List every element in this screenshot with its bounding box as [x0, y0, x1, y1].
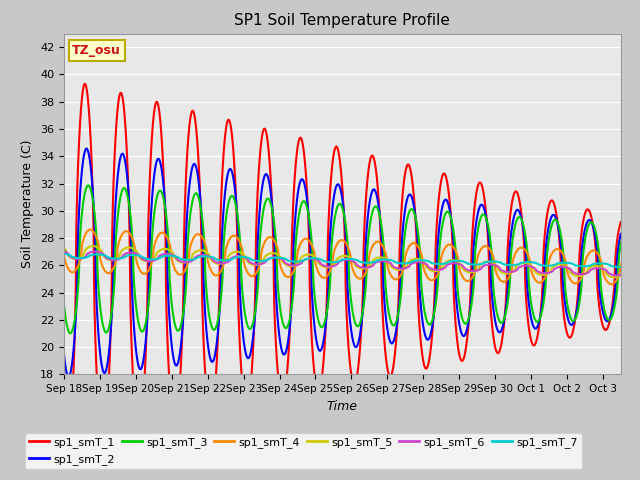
sp1_smT_4: [518, 245, 525, 251]
sp1_smT_4: [607, 281, 615, 287]
sp1_smT_5: [273, 252, 281, 257]
sp1_smT_1: [63, 443, 71, 449]
sp1_smT_2: [394, 312, 402, 318]
sp1_smT_7: [518, 260, 525, 265]
sp1_smT_5: [518, 260, 525, 266]
sp1_smT_6: [613, 273, 621, 278]
sp1_smT_7: [476, 262, 483, 267]
Line: sp1_smT_4: sp1_smT_4: [64, 229, 621, 284]
sp1_smT_6: [617, 272, 625, 278]
sp1_smT_4: [86, 227, 94, 232]
sp1_smT_4: [476, 249, 483, 255]
sp1_smT_4: [273, 243, 281, 249]
sp1_smT_6: [518, 264, 525, 269]
sp1_smT_5: [161, 246, 169, 252]
sp1_smT_4: [422, 272, 430, 278]
sp1_smT_1: [617, 219, 625, 225]
sp1_smT_1: [161, 228, 169, 234]
sp1_smT_5: [60, 245, 68, 251]
sp1_smT_2: [60, 351, 68, 357]
sp1_smT_5: [617, 272, 625, 278]
sp1_smT_7: [273, 255, 280, 261]
sp1_smT_6: [161, 251, 169, 257]
sp1_smT_6: [60, 248, 68, 254]
Text: TZ_osu: TZ_osu: [72, 44, 121, 57]
sp1_smT_7: [617, 264, 625, 270]
Line: sp1_smT_6: sp1_smT_6: [64, 251, 621, 276]
sp1_smT_4: [161, 232, 169, 238]
sp1_smT_4: [617, 261, 625, 267]
sp1_smT_1: [394, 305, 402, 311]
sp1_smT_5: [89, 243, 97, 249]
sp1_smT_4: [394, 276, 402, 281]
Line: sp1_smT_1: sp1_smT_1: [64, 84, 621, 446]
sp1_smT_7: [60, 251, 68, 257]
sp1_smT_2: [161, 205, 169, 211]
sp1_smT_5: [476, 264, 483, 269]
X-axis label: Time: Time: [327, 400, 358, 413]
sp1_smT_1: [273, 359, 281, 364]
sp1_smT_6: [394, 265, 402, 271]
sp1_smT_4: [60, 253, 68, 259]
sp1_smT_1: [81, 81, 89, 87]
sp1_smT_2: [518, 218, 526, 224]
sp1_smT_3: [60, 302, 68, 308]
Legend: sp1_smT_1, sp1_smT_2, sp1_smT_3, sp1_smT_4, sp1_smT_5, sp1_smT_6, sp1_smT_7: sp1_smT_1, sp1_smT_2, sp1_smT_3, sp1_smT…: [25, 433, 582, 469]
sp1_smT_3: [161, 206, 169, 212]
sp1_smT_3: [617, 240, 625, 245]
sp1_smT_1: [60, 429, 68, 434]
sp1_smT_7: [422, 258, 430, 264]
sp1_smT_6: [476, 267, 483, 273]
Line: sp1_smT_3: sp1_smT_3: [64, 185, 621, 333]
Line: sp1_smT_5: sp1_smT_5: [64, 246, 621, 277]
Line: sp1_smT_7: sp1_smT_7: [64, 254, 621, 267]
Line: sp1_smT_2: sp1_smT_2: [64, 149, 621, 377]
sp1_smT_6: [273, 254, 280, 260]
sp1_smT_2: [273, 307, 281, 313]
sp1_smT_5: [611, 275, 618, 280]
sp1_smT_3: [67, 330, 74, 336]
sp1_smT_7: [161, 253, 169, 259]
sp1_smT_2: [65, 374, 72, 380]
sp1_smT_7: [616, 264, 623, 270]
sp1_smT_6: [422, 261, 430, 267]
sp1_smT_2: [617, 231, 625, 237]
sp1_smT_2: [83, 146, 90, 152]
sp1_smT_1: [476, 180, 483, 185]
sp1_smT_3: [394, 311, 402, 317]
sp1_smT_3: [518, 218, 526, 224]
sp1_smT_3: [476, 218, 483, 224]
Title: SP1 Soil Temperature Profile: SP1 Soil Temperature Profile: [234, 13, 451, 28]
sp1_smT_2: [476, 204, 483, 210]
sp1_smT_5: [422, 264, 430, 270]
sp1_smT_3: [273, 266, 281, 272]
sp1_smT_3: [84, 182, 92, 188]
sp1_smT_2: [422, 336, 430, 341]
sp1_smT_1: [518, 216, 526, 222]
Y-axis label: Soil Temperature (C): Soil Temperature (C): [22, 140, 35, 268]
sp1_smT_5: [394, 267, 402, 273]
sp1_smT_7: [394, 260, 402, 266]
sp1_smT_3: [422, 316, 430, 322]
sp1_smT_1: [422, 366, 430, 372]
